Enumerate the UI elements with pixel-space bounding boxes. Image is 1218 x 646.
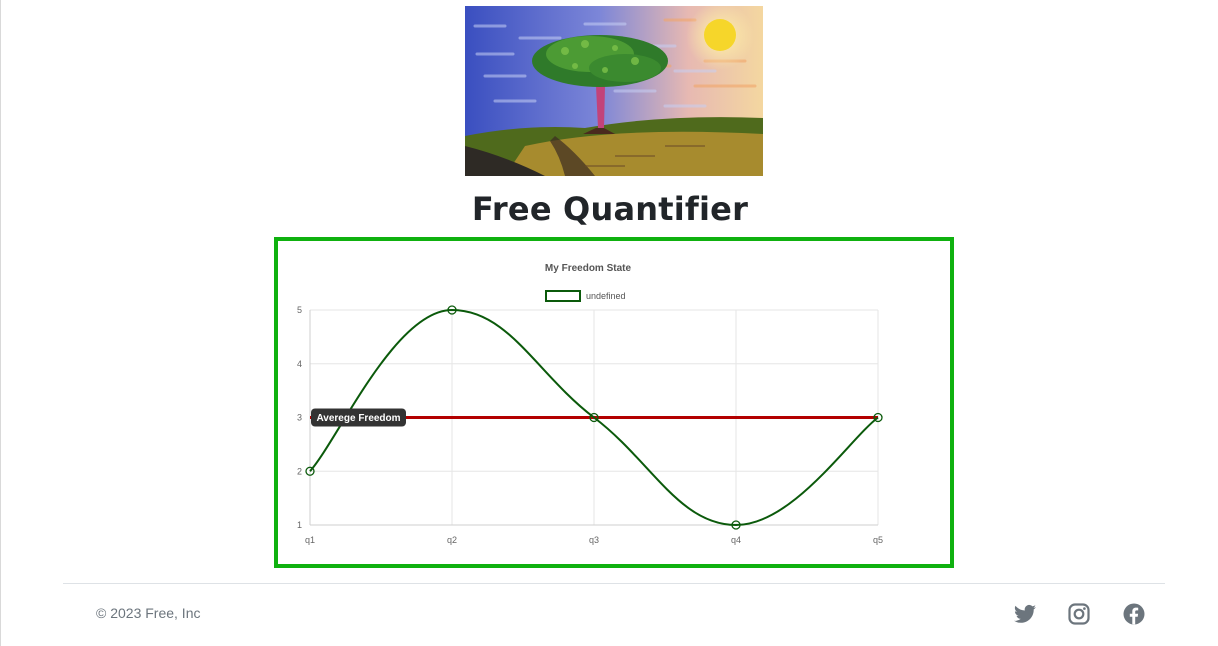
- x-tick-label: q3: [589, 535, 599, 545]
- x-tick-label: q2: [447, 535, 457, 545]
- page-title: Free Quantifier: [471, 190, 749, 228]
- tree-sunset-painting: [465, 6, 763, 176]
- legend-swatch: [545, 290, 581, 302]
- freedom-line-chart: My Freedom State undefined 1 2 3 4 5 q1 q2 q3 q4 q5…: [297, 263, 883, 545]
- chart-container: My Freedom State undefined 1 2 3 4 5 q1 q2 q3 q4 q5…: [274, 237, 954, 568]
- twitter-link[interactable]: [1013, 602, 1037, 626]
- y-tick-label: 4: [297, 359, 302, 369]
- legend-label: undefined: [586, 291, 626, 301]
- footer-copyright: © 2023 Free, Inc: [96, 605, 201, 621]
- footer-divider: [63, 583, 1165, 584]
- data-point: [731, 520, 741, 530]
- data-point: [305, 466, 315, 476]
- data-point: [873, 412, 883, 423]
- series-line: [309, 308, 879, 527]
- data-point: [447, 305, 457, 315]
- x-tick-label: q5: [873, 535, 883, 545]
- facebook-icon: [1122, 602, 1146, 626]
- chart-title: My Freedom State: [545, 263, 632, 274]
- x-tick-label: q4: [731, 535, 741, 545]
- hero-painting-image: [465, 6, 763, 176]
- y-tick-label: 3: [297, 413, 302, 423]
- x-tick-label: q1: [305, 535, 315, 545]
- data-point: [589, 412, 599, 423]
- instagram-icon: [1067, 602, 1091, 626]
- average-label-text: Averege Freedom: [316, 413, 400, 424]
- y-tick-label: 2: [297, 466, 302, 476]
- y-tick-label: 5: [297, 305, 302, 315]
- instagram-link[interactable]: [1067, 602, 1091, 626]
- y-tick-label: 1: [297, 520, 302, 530]
- facebook-link[interactable]: [1122, 602, 1146, 626]
- twitter-icon: [1013, 602, 1037, 626]
- average-label-badge: [311, 408, 406, 427]
